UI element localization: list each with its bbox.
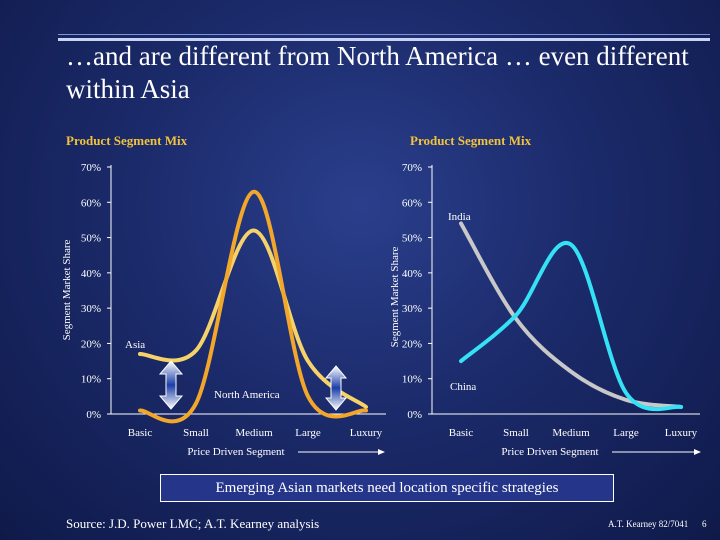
- india-data-point: [569, 370, 573, 374]
- charts-canvas: 0% 10% 20% 30% 40% 50% 60% 70% Basic Small Medium…: [61, 162, 701, 458]
- key-message-banner: Emerging Asian markets need location spe…: [160, 474, 614, 502]
- left-chart-title: Product Segment Mix: [66, 133, 188, 148]
- north-america-data-point: [194, 401, 198, 405]
- north-america-data-point: [306, 394, 310, 398]
- india-series-line: [459, 221, 683, 409]
- page-number: 6: [702, 519, 707, 529]
- north-america-data-point: [364, 408, 368, 412]
- china-data-point: [569, 243, 573, 247]
- left-y-axis-label: Segment Market Share: [61, 239, 73, 340]
- india-data-point: [624, 398, 628, 402]
- asia-data-point: [364, 405, 368, 409]
- china-series-line: [459, 241, 683, 412]
- right-y-tick-label: 30%: [402, 303, 422, 315]
- left-y-tick-label: 10%: [81, 374, 101, 386]
- left-y-tick-label: 70%: [81, 162, 101, 174]
- right-y-tick-label: 40%: [402, 268, 422, 280]
- right-y-tick-label: 60%: [402, 197, 422, 209]
- right-y-axis-label: Segment Market Share: [389, 246, 401, 347]
- left-y-tick-label: 30%: [81, 303, 101, 315]
- right-x-tick-label: Medium: [552, 427, 590, 439]
- right-y-tick-label: 70%: [402, 162, 422, 174]
- india-data-point: [459, 221, 463, 225]
- north-america-label: North America: [214, 389, 280, 401]
- right-x-tick-label: Large: [613, 427, 639, 439]
- china-data-point: [514, 313, 518, 317]
- footer-document-id: A.T. Kearney 82/7041: [608, 519, 689, 529]
- right-y-tick-label: 0%: [407, 409, 422, 421]
- right-y-tick-label: 50%: [402, 233, 422, 245]
- left-y-tick-label: 20%: [81, 338, 101, 350]
- title-rule: [58, 38, 710, 41]
- asia-data-point: [306, 359, 310, 363]
- right-x-tick-label: Luxury: [665, 427, 698, 439]
- left-x-axis-label: Price Driven Segment: [187, 446, 284, 458]
- asia-data-point: [138, 352, 142, 356]
- right-x-axis-arrowhead: [694, 449, 701, 455]
- slide-title: …and are different from North America … …: [66, 41, 689, 104]
- right-x-tick-label: Basic: [449, 427, 474, 439]
- left-gap-arrow-basic: [158, 360, 184, 410]
- china-data-point: [624, 391, 628, 395]
- right-y-tick-label: 20%: [402, 338, 422, 350]
- left-y-tick-label: 60%: [81, 197, 101, 209]
- china-data-point: [459, 359, 463, 363]
- india-label: India: [448, 211, 471, 223]
- right-x-axis-label: Price Driven Segment: [501, 446, 598, 458]
- asia-data-point: [252, 229, 256, 233]
- left-gap-arrow-large: [324, 365, 348, 411]
- left-y-tick-label: 40%: [81, 268, 101, 280]
- left-x-tick-label: Small: [183, 427, 209, 439]
- source-note: Source: J.D. Power LMC; A.T. Kearney ana…: [66, 516, 320, 531]
- left-x-tick-label: Basic: [128, 427, 153, 439]
- title-rule-thin: [58, 34, 710, 35]
- north-america-data-point: [252, 190, 256, 194]
- left-y-tick-label: 0%: [86, 409, 101, 421]
- right-chart-title: Product Segment Mix: [410, 133, 532, 148]
- asia-data-point: [194, 348, 198, 352]
- left-x-axis-arrowhead: [378, 449, 385, 455]
- right-x-tick-label: Small: [503, 427, 529, 439]
- right-y-tick-label: 10%: [402, 374, 422, 386]
- china-data-point: [679, 405, 683, 409]
- left-x-tick-label: Large: [295, 427, 321, 439]
- asia-label: Asia: [125, 339, 145, 351]
- left-y-tick-label: 50%: [81, 233, 101, 245]
- china-label: China: [450, 381, 476, 393]
- left-chart: 0% 10% 20% 30% 40% 50% 60% 70% Basic Small Medium…: [61, 162, 386, 458]
- north-america-data-point: [138, 408, 142, 412]
- left-x-tick-label: Luxury: [350, 427, 383, 439]
- left-x-tick-label: Medium: [235, 427, 273, 439]
- right-chart: 0% 10% 20% 30% 40% 50% 60% 70% Basic Small Medium…: [389, 162, 701, 458]
